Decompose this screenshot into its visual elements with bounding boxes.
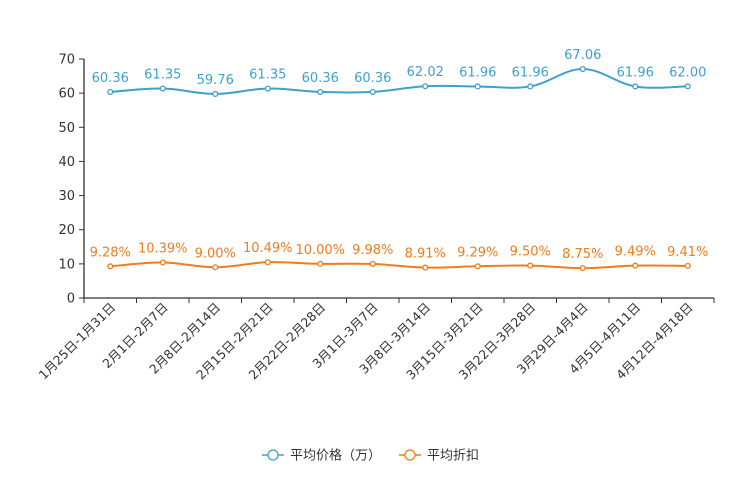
data-point[interactable] (107, 263, 114, 270)
data-point[interactable] (474, 83, 481, 90)
series-avg-price: 60.36 61.35 59.76 61.35 60.36 60.36 62.02 61.96… (92, 48, 706, 98)
data-point[interactable] (632, 262, 639, 269)
legend-marker-icon (404, 449, 416, 461)
data-point[interactable] (684, 83, 691, 90)
data-label: 61.96 (617, 65, 654, 80)
data-label: 62.02 (407, 65, 444, 80)
data-label: 8.91% (405, 247, 446, 262)
data-point[interactable] (264, 85, 271, 92)
data-label: 10.00% (295, 243, 345, 258)
y-tick-label: 20 (58, 223, 75, 238)
data-label: 10.39% (138, 242, 188, 257)
data-label: 60.36 (354, 71, 391, 86)
legend-item[interactable]: 平均价格（万） (262, 448, 381, 464)
data-point[interactable] (159, 259, 166, 266)
y-tick-label: 30 (58, 189, 75, 204)
data-point[interactable] (369, 88, 376, 95)
data-label: 9.50% (510, 245, 551, 260)
data-point[interactable] (317, 260, 324, 267)
data-point[interactable] (684, 262, 691, 269)
data-point[interactable] (212, 90, 219, 98)
data-label: 61.35 (249, 68, 286, 83)
legend[interactable]: 平均价格（万） 平均折扣 (262, 448, 479, 464)
data-label: 59.76 (197, 73, 234, 88)
x-tick-label: 1月25日-1月31日 (35, 300, 118, 383)
data-label: 61.96 (459, 65, 496, 80)
axes: 0102030405060701月25日-1月31日2月1日-2月7日2月8日-… (35, 53, 715, 383)
legend-label: 平均折扣 (427, 449, 479, 464)
data-point[interactable] (422, 83, 429, 90)
data-label: 61.35 (144, 68, 181, 83)
data-point[interactable] (212, 264, 219, 271)
data-point[interactable] (527, 83, 534, 90)
y-tick-label: 70 (58, 53, 75, 68)
y-tick-label: 40 (58, 155, 75, 170)
series-line (110, 68, 688, 95)
data-point[interactable] (107, 88, 114, 95)
data-label: 9.98% (352, 243, 393, 258)
data-point[interactable] (579, 265, 586, 272)
series-line (110, 261, 688, 270)
data-label: 9.28% (90, 245, 131, 260)
data-point[interactable] (159, 85, 166, 92)
data-label: 67.06 (564, 48, 601, 63)
y-tick-label: 0 (67, 292, 75, 307)
data-point[interactable] (264, 259, 271, 266)
data-label: 9.41% (667, 245, 708, 260)
data-label: 10.49% (243, 241, 293, 256)
data-point[interactable] (369, 260, 376, 267)
data-label: 60.36 (302, 71, 339, 86)
series-avg-discount: 9.28% 10.39% 9.00% 10.49% 10.00% 9.98% 8.91% 9.… (90, 241, 708, 272)
data-point[interactable] (422, 264, 429, 271)
data-label: 9.00% (195, 246, 236, 261)
data-point[interactable] (632, 83, 639, 90)
legend-item[interactable]: 平均折扣 (399, 449, 479, 464)
data-point[interactable] (474, 263, 481, 270)
data-label: 62.00 (669, 65, 706, 80)
y-tick-label: 10 (58, 257, 75, 272)
data-label: 61.96 (512, 65, 549, 80)
data-point[interactable] (579, 65, 586, 73)
legend-label: 平均价格（万） (290, 448, 381, 464)
series-layer: 60.36 61.35 59.76 61.35 60.36 60.36 62.02 61.96… (90, 48, 708, 272)
data-label: 9.49% (615, 245, 656, 260)
legend-marker-icon (267, 449, 279, 461)
data-label: 8.75% (562, 247, 603, 262)
data-point[interactable] (317, 88, 324, 95)
y-tick-label: 60 (58, 87, 75, 102)
y-tick-label: 50 (58, 121, 75, 136)
data-label: 9.29% (457, 245, 498, 260)
data-label: 60.36 (92, 71, 129, 86)
data-point[interactable] (527, 262, 534, 269)
